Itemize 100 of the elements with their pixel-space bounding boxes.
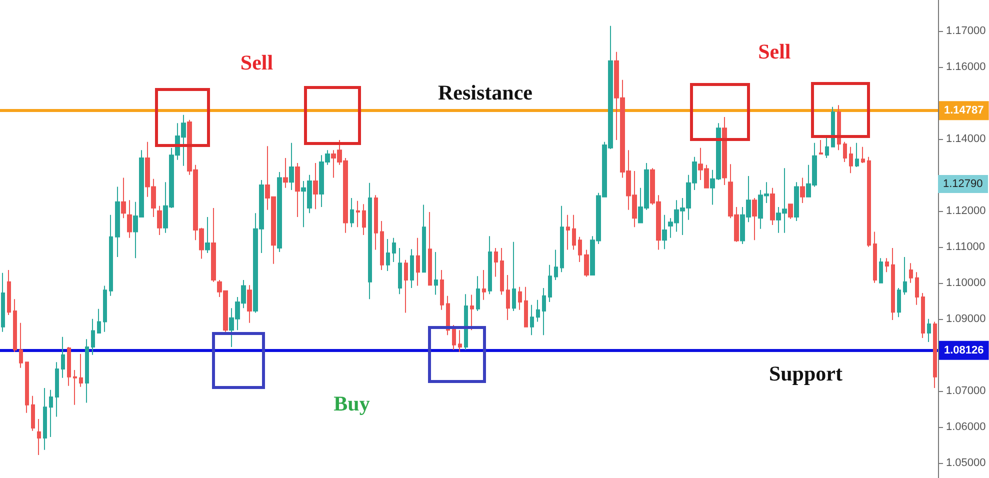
annotation: Support [768,362,842,386]
candlestick [524,286,528,328]
candlestick [109,214,113,296]
candlestick [903,256,907,296]
candlestick [560,205,564,273]
candlestick [97,308,101,334]
candlestick [295,162,300,218]
candlestick [536,299,540,322]
candlestick [542,287,546,336]
candlestick [1,272,5,332]
candlestick [488,236,492,295]
candlestick [800,177,805,204]
candlestick [313,162,318,210]
candlestick [933,321,937,389]
y-tick-label: 1.12000 [946,204,986,217]
candlestick [662,214,667,250]
candlestick [368,182,372,300]
candlestick [49,389,53,438]
candlestick [879,258,883,284]
candlestick [794,182,799,222]
candlestick [452,324,456,350]
candlestick [788,204,793,220]
candlestick [283,158,288,188]
candlestick [79,353,83,388]
candlestick [770,187,775,226]
candlestick [85,338,89,404]
candlestick [470,294,474,331]
candlestick [37,418,41,456]
candlestick [921,292,925,338]
candlestick [380,220,384,270]
candlestick [374,194,378,250]
candlestick [434,251,438,296]
candlestick [392,237,396,263]
candlestick [410,248,414,288]
candlestick [566,214,570,250]
candlestick [205,216,210,254]
y-tick-label: 1.05000 [946,456,986,469]
candlestick [61,336,65,378]
candlestick [530,304,534,336]
y-tick-label: 1.17000 [946,24,986,37]
candlestick [115,186,120,258]
y-tick-label: 1.14000 [946,132,986,145]
candlestick [891,248,895,320]
candlestick [837,104,841,151]
candlestick [500,248,504,296]
candlestick [428,212,432,286]
candlestick [512,241,516,312]
ref-line-label: 1.14787 [944,104,984,117]
candlestick [422,204,426,273]
candlestick [157,205,162,236]
candlestick [55,362,59,418]
candlestick [855,142,859,168]
candlestick [247,284,252,324]
candlestick [121,177,126,219]
candlestick [362,204,366,236]
candlestick [43,388,47,450]
candlestick [103,285,107,332]
y-tick-label: 1.09000 [946,312,986,325]
candlestick [752,197,757,241]
candlestick [843,141,847,162]
candlestick [494,248,498,278]
ref-line-label: 1.08126 [944,344,984,356]
candlestick [416,237,420,286]
y-tick-label: 1.16000 [946,60,986,73]
candlestick [386,238,390,272]
candlestick [446,295,450,336]
candlestick [127,200,132,238]
y-tick-label: 1.07000 [946,384,986,397]
candlestick [73,370,77,406]
y-tick-label: 1.11000 [946,240,985,253]
annotation: Sell [240,50,274,76]
candlestick [554,249,558,281]
candlestick [849,146,853,174]
candlestick [578,236,582,263]
annotation: Buy [334,392,370,416]
y-tick-label: 1.10000 [946,276,986,289]
candlestick [404,259,408,314]
candlestick [31,395,35,432]
candlestick [861,146,865,164]
annotation: Sell [758,40,791,64]
candlestick [91,318,95,356]
candlestick [398,248,402,295]
candlestick [572,214,576,250]
candlestick [19,322,23,368]
candlestick [867,156,871,248]
text: 1.12790 [938,175,988,193]
candlestick [927,318,931,342]
candlestick [277,172,282,252]
candlestick [909,262,913,284]
candlestick [819,140,823,155]
candlestick [831,106,835,148]
candlestick [873,231,877,284]
candlestick [464,294,468,350]
candlestick [458,330,462,353]
candlestick [518,286,522,310]
candlestick [506,274,510,320]
candlestick [548,264,552,302]
candlestick [722,116,727,186]
candlestick [211,208,216,282]
candlestick [25,362,29,414]
